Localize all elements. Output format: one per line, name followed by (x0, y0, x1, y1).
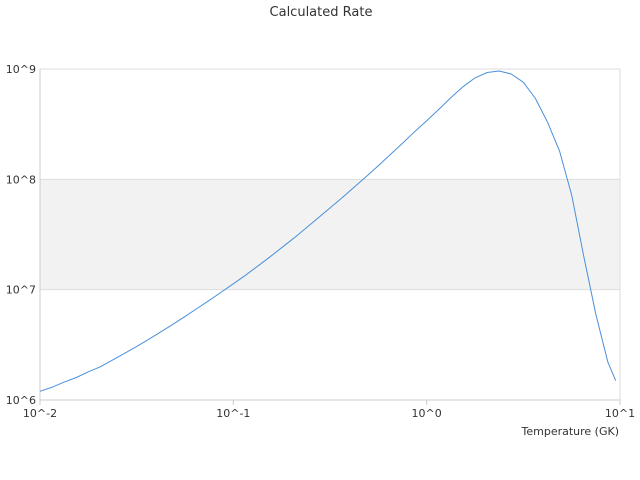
x-tick-label: 10^-2 (23, 407, 57, 420)
chart-title: Calculated Rate (270, 5, 373, 20)
x-axis-title: Temperature (GK) (521, 425, 620, 438)
y-tick-label: 10^8 (6, 173, 36, 186)
y-tick-label: 10^7 (6, 284, 36, 297)
series-line (39, 70, 617, 392)
x-tick-label: 10^0 (412, 407, 442, 420)
x-tick-labels: 10^-2 10^-1 10^0 10^1 (23, 400, 635, 420)
y-tick-labels: 10^6 10^7 10^8 10^9 (6, 63, 36, 407)
plot-bands (40, 179, 620, 290)
y-tick-label: 10^6 (6, 394, 36, 407)
axes (39, 69, 621, 401)
series-group (39, 70, 617, 392)
x-tick-label: 10^-1 (216, 407, 250, 420)
y-tick-label: 10^9 (6, 63, 36, 76)
plot-band (40, 179, 620, 290)
x-tick-label: 10^1 (605, 407, 635, 420)
